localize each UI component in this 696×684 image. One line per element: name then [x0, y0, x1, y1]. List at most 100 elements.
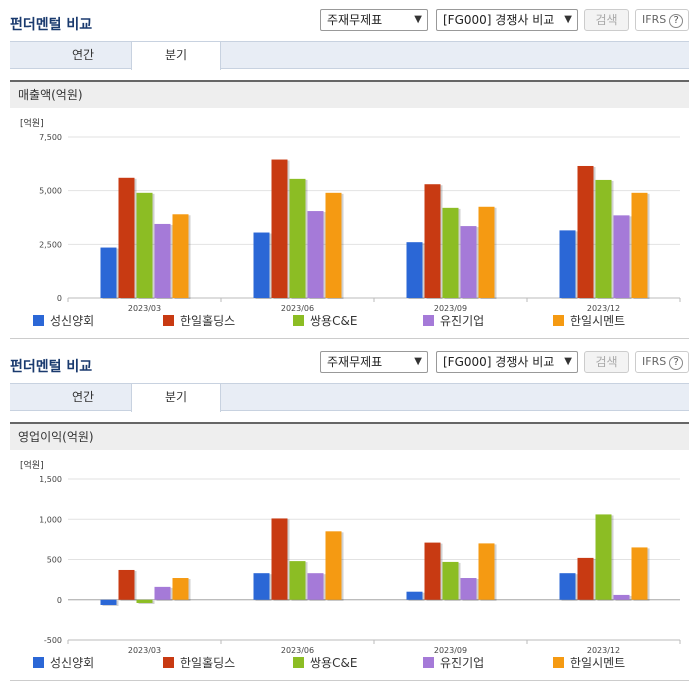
x-tick-label: 2023/09: [434, 304, 467, 312]
bar: [478, 206, 495, 298]
bar: [631, 192, 648, 298]
bar: [307, 211, 324, 298]
legend-item[interactable]: 한일홀딩스: [163, 314, 235, 328]
bar: [406, 242, 423, 298]
axis-unit-label: [억원]: [20, 117, 44, 129]
legend-swatch: [553, 315, 564, 326]
y-tick-label: 5,000: [39, 187, 62, 196]
bar: [118, 569, 135, 600]
x-tick-label: 2023/09: [434, 646, 467, 654]
legend-label: 쌍용C&E: [310, 656, 358, 670]
period-tabs: 연간 분기: [10, 41, 689, 70]
bar: [406, 591, 423, 600]
x-tick-label: 2023/03: [128, 646, 161, 654]
revenue-chart: [억원] 0 2,500 5,000 7,500 2023/03 2023/06 2023/0…: [20, 117, 681, 312]
legend-item[interactable]: 한일홀딩스: [163, 656, 235, 670]
legend-item[interactable]: 쌍용C&E: [293, 656, 357, 670]
legend-swatch: [553, 657, 564, 668]
y-tick-label: -500: [44, 636, 62, 645]
legend-label: 한일시멘트: [570, 656, 626, 670]
bar: [424, 542, 441, 600]
help-icon: ?: [669, 356, 684, 370]
legend-label: 성신양회: [50, 656, 95, 670]
bar: [154, 223, 171, 298]
bar: [253, 573, 270, 600]
tab-quarterly[interactable]: 분기: [131, 41, 221, 70]
legend-item[interactable]: 성신양회: [33, 656, 94, 670]
bar: [460, 226, 477, 298]
bar: [424, 184, 441, 298]
bar: [289, 561, 306, 600]
compare-select-value: [FG000] 경쟁사 비교: [443, 13, 555, 27]
y-tick-label: 1,500: [39, 475, 62, 484]
divider: [10, 680, 689, 681]
statement-select-value: 주재무제표: [327, 13, 383, 27]
chart-title: 영업이익(억원): [10, 422, 689, 450]
compare-select-value: [FG000] 경쟁사 비교: [443, 355, 555, 369]
section-title: 펀더멘털 비교: [10, 17, 93, 33]
legend-label: 성신양회: [50, 314, 95, 328]
x-tick-label: 2023/03: [128, 304, 161, 312]
chevron-down-icon: ▼: [414, 356, 422, 367]
ifrs-button[interactable]: IFRS?: [635, 351, 689, 373]
bar: [613, 215, 630, 298]
bar: [460, 578, 477, 600]
legend-label: 쌍용C&E: [310, 314, 358, 328]
legend-item[interactable]: 유진기업: [423, 656, 484, 670]
chevron-down-icon: ▼: [414, 14, 422, 25]
statement-select[interactable]: 주재무제표 ▼: [320, 351, 428, 373]
legend-item[interactable]: 쌍용C&E: [293, 314, 357, 328]
bar: [172, 214, 189, 298]
chevron-down-icon: ▼: [564, 356, 572, 367]
bar: [154, 586, 171, 600]
ifrs-button[interactable]: IFRS?: [635, 9, 689, 31]
bar: [631, 547, 648, 600]
legend-swatch: [293, 315, 304, 326]
bar: [253, 232, 270, 298]
bar: [595, 179, 612, 298]
legend-swatch: [293, 657, 304, 668]
bar: [307, 573, 324, 600]
legend-swatch: [33, 657, 44, 668]
bar: [100, 247, 117, 298]
y-tick-label: 2,500: [39, 240, 62, 249]
legend-item[interactable]: 한일시멘트: [553, 314, 625, 328]
compare-select[interactable]: [FG000] 경쟁사 비교 ▼: [436, 9, 578, 31]
bar: [442, 561, 459, 600]
search-button[interactable]: 검색: [584, 351, 629, 373]
divider: [10, 338, 689, 339]
tab-annual[interactable]: 연간: [71, 48, 95, 62]
axis-unit-label: [억원]: [20, 459, 44, 471]
bar: [478, 543, 495, 600]
chart-title: 매출액(억원): [10, 80, 689, 108]
legend-label: 유진기업: [440, 314, 485, 328]
x-tick-label: 2023/12: [587, 646, 620, 654]
search-button[interactable]: 검색: [584, 9, 629, 31]
statement-select[interactable]: 주재무제표 ▼: [320, 9, 428, 31]
x-tick-label: 2023/06: [281, 304, 314, 312]
bar: [136, 192, 153, 298]
bar: [118, 177, 135, 298]
x-tick-label: 2023/06: [281, 646, 314, 654]
compare-select[interactable]: [FG000] 경쟁사 비교 ▼: [436, 351, 578, 373]
tab-annual[interactable]: 연간: [71, 390, 95, 404]
y-tick-label: 500: [47, 556, 62, 565]
bar: [100, 599, 117, 605]
y-tick-label: 0: [57, 596, 62, 605]
bar: [271, 159, 288, 298]
bar: [442, 207, 459, 298]
legend-label: 한일홀딩스: [180, 656, 236, 670]
legend-swatch: [163, 657, 174, 668]
legend-item[interactable]: 유진기업: [423, 314, 484, 328]
y-tick-label: 0: [57, 294, 62, 303]
bar: [559, 230, 576, 298]
legend-item[interactable]: 한일시멘트: [553, 656, 625, 670]
legend-swatch: [423, 315, 434, 326]
bar: [559, 573, 576, 600]
legend-swatch: [163, 315, 174, 326]
legend-item[interactable]: 성신양회: [33, 314, 94, 328]
legend-swatch: [423, 657, 434, 668]
y-tick-label: 7,500: [39, 133, 62, 142]
tab-quarterly[interactable]: 분기: [131, 383, 221, 412]
section-title: 펀더멘털 비교: [10, 359, 93, 375]
